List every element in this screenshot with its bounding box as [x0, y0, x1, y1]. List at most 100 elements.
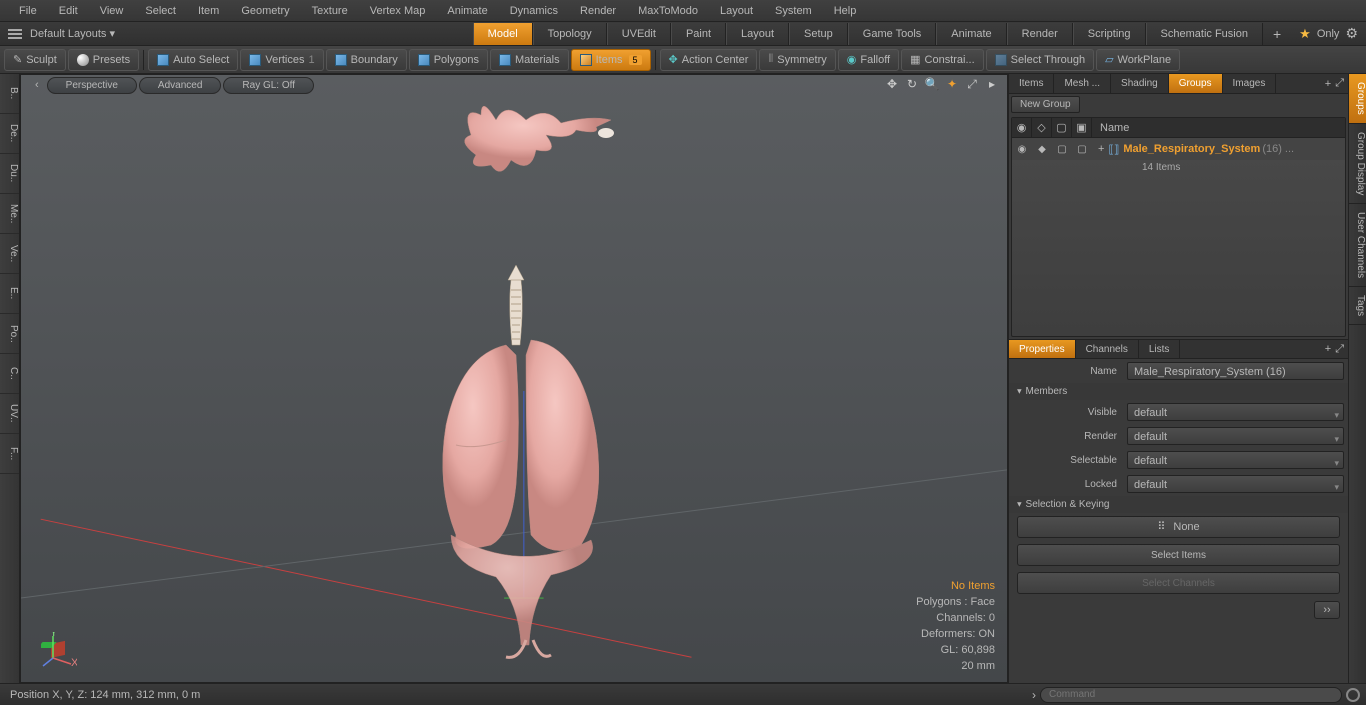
render-dropdown[interactable]: default▾: [1127, 427, 1344, 445]
left-gutter-item[interactable]: B..: [0, 74, 19, 114]
materials-button[interactable]: Materials: [490, 49, 569, 71]
gear-icon[interactable]: ⚙: [1345, 25, 1358, 42]
expand-icon[interactable]: ⤢: [1335, 77, 1344, 90]
default-layouts-dropdown[interactable]: Default Layouts ▾: [30, 27, 115, 40]
fit-icon[interactable]: ✦: [945, 77, 959, 91]
panel-tab-shading[interactable]: Shading: [1111, 74, 1169, 93]
target-col-icon[interactable]: ◇: [1032, 118, 1052, 138]
left-gutter-item[interactable]: UV..: [0, 394, 19, 434]
layout-tab-layout[interactable]: Layout: [726, 23, 789, 45]
panel-tab-images[interactable]: Images: [1223, 74, 1277, 93]
left-gutter-item[interactable]: C..: [0, 354, 19, 394]
star-icon[interactable]: ★: [1299, 26, 1311, 42]
layout-tab-model[interactable]: Model: [473, 23, 533, 45]
selectable-dropdown[interactable]: default▾: [1127, 451, 1344, 469]
maximize-icon[interactable]: ⤢: [965, 77, 979, 91]
constraint-button[interactable]: ▦Constrai...: [901, 49, 984, 71]
panel-tab-items[interactable]: Items: [1009, 74, 1054, 93]
axis-gizmo[interactable]: Y X: [41, 632, 77, 668]
add-layout-button[interactable]: +: [1263, 26, 1291, 42]
layout-tab-schematicfusion[interactable]: Schematic Fusion: [1146, 23, 1263, 45]
name-field[interactable]: Male_Respiratory_System (16): [1127, 362, 1344, 380]
layout-tab-render[interactable]: Render: [1007, 23, 1073, 45]
command-chevron-icon[interactable]: ›: [1032, 688, 1036, 702]
sculpt-button[interactable]: ✎Sculpt: [4, 49, 66, 71]
left-gutter-item[interactable]: F...: [0, 434, 19, 474]
raygl-tab[interactable]: Ray GL: Off: [223, 77, 314, 94]
right-gutter-groups[interactable]: Groups: [1349, 74, 1366, 124]
panel-tab-mesh[interactable]: Mesh ...: [1054, 74, 1111, 93]
tree-row[interactable]: ◉◆▢▢ + ⟦⟧ Male_Respiratory_System (16) .…: [1012, 138, 1345, 160]
viewport-3d[interactable]: ‹ Perspective Advanced Ray GL: Off ✥ ↻ 🔍…: [20, 74, 1008, 683]
actioncenter-button[interactable]: ✥Action Center: [660, 49, 758, 71]
layout-tab-scripting[interactable]: Scripting: [1073, 23, 1146, 45]
prop-tab-lists[interactable]: Lists: [1139, 340, 1181, 358]
panel-tab-groups[interactable]: Groups: [1169, 74, 1223, 93]
advanced-tab[interactable]: Advanced: [139, 77, 221, 94]
prop-tab-channels[interactable]: Channels: [1076, 340, 1139, 358]
add-tab-icon[interactable]: +: [1325, 343, 1331, 355]
menu-render[interactable]: Render: [569, 0, 627, 22]
menu-file[interactable]: File: [8, 0, 48, 22]
prop-tab-properties[interactable]: Properties: [1009, 340, 1076, 358]
left-gutter-item[interactable]: E..: [0, 274, 19, 314]
left-gutter-item[interactable]: Po..: [0, 314, 19, 354]
menu-layout[interactable]: Layout: [709, 0, 764, 22]
layout-tab-topology[interactable]: Topology: [533, 23, 607, 45]
boundary-button[interactable]: Boundary: [326, 49, 407, 71]
menu-help[interactable]: Help: [823, 0, 868, 22]
add-icon[interactable]: +: [1325, 78, 1331, 90]
new-group-button[interactable]: New Group: [1011, 96, 1080, 113]
menu-select[interactable]: Select: [134, 0, 187, 22]
pan-icon[interactable]: ✥: [885, 77, 899, 91]
locked-dropdown[interactable]: default▾: [1127, 475, 1344, 493]
menu-animate[interactable]: Animate: [436, 0, 498, 22]
box2-col-icon[interactable]: ▣: [1072, 118, 1092, 138]
left-gutter-item[interactable]: De..: [0, 114, 19, 154]
workplane-button[interactable]: ▱WorkPlane: [1096, 49, 1180, 71]
selection-section[interactable]: Selection & Keying: [1009, 496, 1348, 513]
left-gutter-item[interactable]: Ve..: [0, 234, 19, 274]
menu-vertexmap[interactable]: Vertex Map: [359, 0, 437, 22]
menu-maxtomodo[interactable]: MaxToModo: [627, 0, 709, 22]
box1-col-icon[interactable]: ▢: [1052, 118, 1072, 138]
left-gutter-item[interactable]: Du..: [0, 154, 19, 194]
next-icon[interactable]: ▸: [985, 77, 999, 91]
selectthrough-button[interactable]: Select Through: [986, 49, 1094, 71]
symmetry-button[interactable]: ⦀Symmetry: [759, 49, 835, 71]
hamburger-icon[interactable]: [8, 29, 22, 39]
layout-tab-animate[interactable]: Animate: [936, 23, 1006, 45]
expand2-icon[interactable]: ⤢: [1335, 343, 1344, 356]
visible-dropdown[interactable]: default▾: [1127, 403, 1344, 421]
polygons-button[interactable]: Polygons: [409, 49, 488, 71]
layout-tab-setup[interactable]: Setup: [789, 23, 848, 45]
menu-dynamics[interactable]: Dynamics: [499, 0, 569, 22]
presets-button[interactable]: Presets: [68, 49, 139, 71]
right-gutter-groupdisplay[interactable]: Group Display: [1349, 124, 1366, 204]
none-button[interactable]: ⠿None: [1017, 516, 1340, 538]
left-gutter-item[interactable]: Me..: [0, 194, 19, 234]
autoselect-button[interactable]: Auto Select: [148, 49, 238, 71]
menu-view[interactable]: View: [89, 0, 135, 22]
select-items-button[interactable]: Select Items: [1017, 544, 1340, 566]
perspective-tab[interactable]: Perspective: [47, 77, 137, 94]
command-input[interactable]: [1040, 687, 1342, 703]
vertices-button[interactable]: Vertices1: [240, 49, 323, 71]
members-section[interactable]: Members: [1009, 383, 1348, 400]
layout-tab-paint[interactable]: Paint: [671, 23, 726, 45]
eye-col-icon[interactable]: ◉: [1012, 118, 1032, 138]
menu-edit[interactable]: Edit: [48, 0, 89, 22]
right-gutter-tags[interactable]: Tags: [1349, 287, 1366, 325]
menu-system[interactable]: System: [764, 0, 823, 22]
falloff-button[interactable]: ◉Falloff: [838, 49, 899, 71]
record-icon[interactable]: [1346, 688, 1360, 702]
nav-next-button[interactable]: ››: [1314, 601, 1340, 619]
items-button[interactable]: Items5: [571, 49, 651, 71]
right-gutter-userchannels[interactable]: User Channels: [1349, 204, 1366, 287]
menu-texture[interactable]: Texture: [301, 0, 359, 22]
rotate-icon[interactable]: ↻: [905, 77, 919, 91]
menu-geometry[interactable]: Geometry: [230, 0, 300, 22]
zoom-icon[interactable]: 🔍: [925, 77, 939, 91]
layout-tab-uvedit[interactable]: UVEdit: [607, 23, 671, 45]
layout-tab-gametools[interactable]: Game Tools: [848, 23, 937, 45]
